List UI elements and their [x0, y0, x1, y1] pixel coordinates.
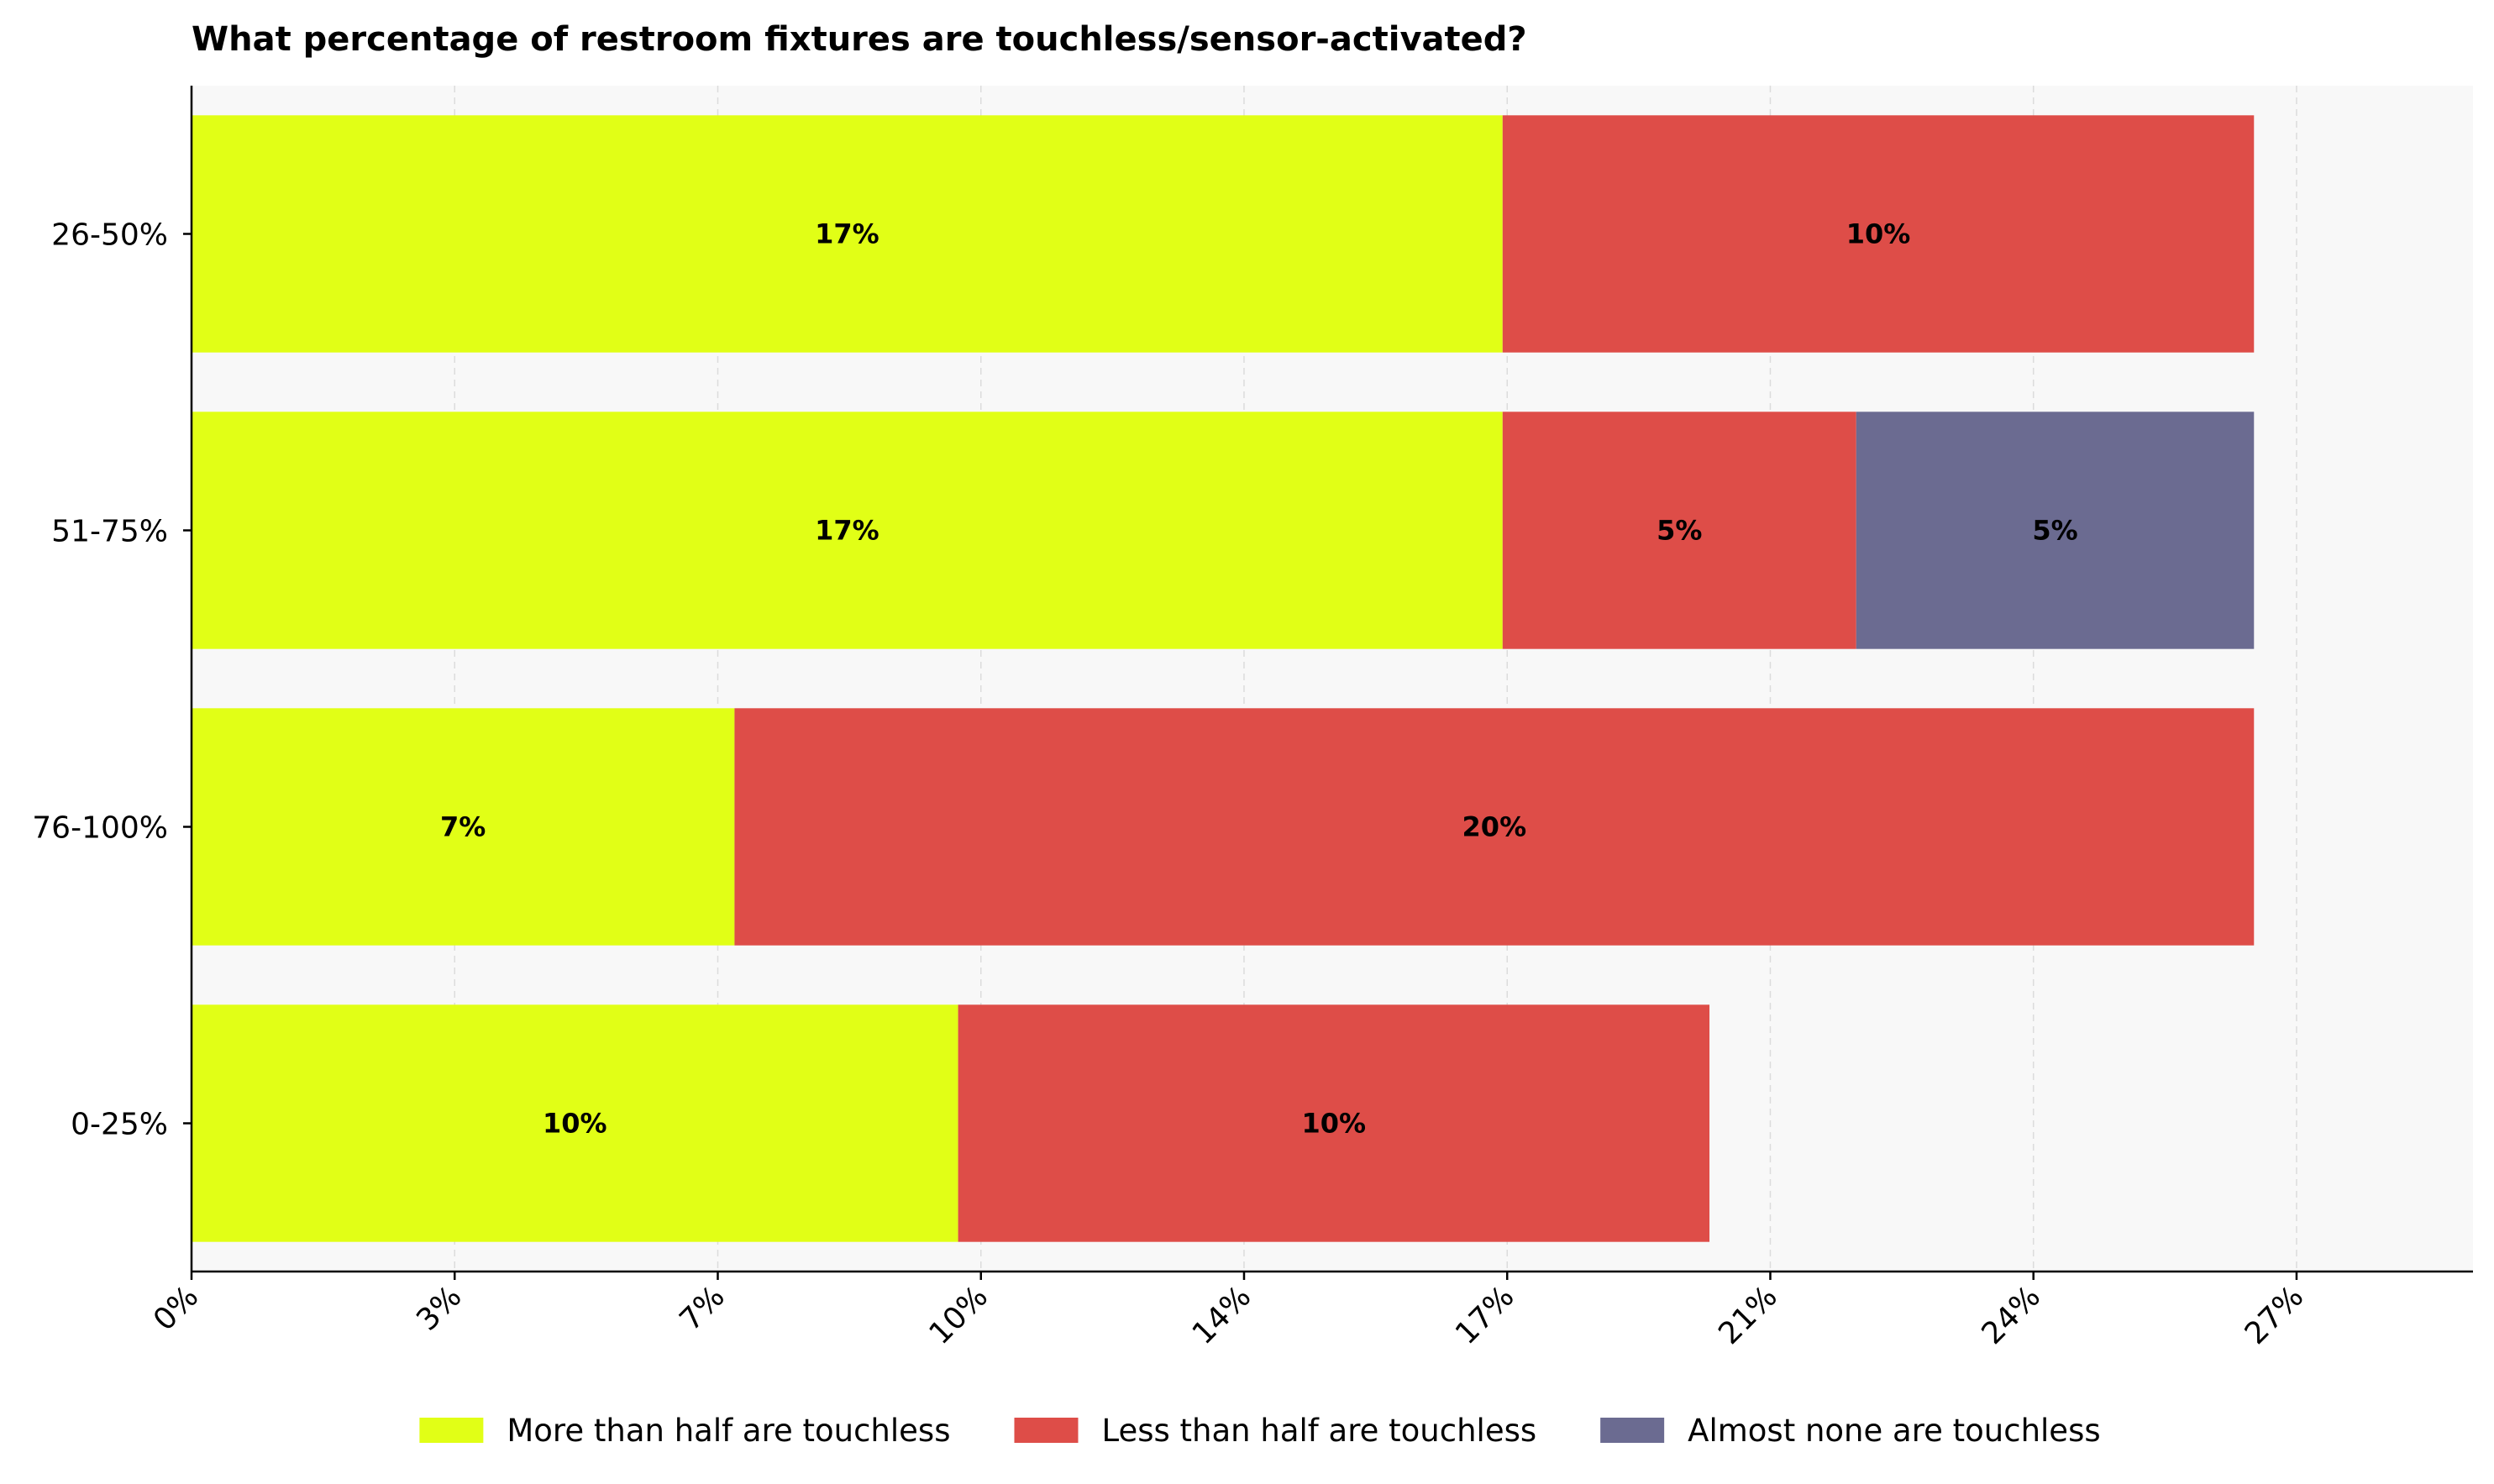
legend-swatch	[1600, 1418, 1665, 1443]
x-tick-label: 14%	[1186, 1279, 1258, 1351]
legend-swatch	[419, 1418, 484, 1443]
x-tick-label: 17%	[1449, 1279, 1521, 1351]
bar-segment	[192, 115, 1503, 353]
x-tick-label: 21%	[1712, 1279, 1784, 1351]
bar-segment	[958, 1004, 1710, 1242]
legend-label: Almost none are touchless	[1688, 1413, 2100, 1449]
legend-swatch	[1014, 1418, 1079, 1443]
bar-value-label: 17%	[815, 218, 879, 250]
bar-value-label: 5%	[2032, 515, 2077, 547]
legend-item: Less than half are touchless	[1014, 1413, 1536, 1449]
bars	[192, 115, 2255, 1242]
bar-value-label: 10%	[543, 1108, 607, 1140]
bar-segment	[192, 1004, 958, 1242]
y-tick-label: 0-25%	[71, 1108, 168, 1142]
legend-item: Almost none are touchless	[1600, 1413, 2101, 1449]
bar-segment	[192, 412, 1503, 649]
bar-value-label: 20%	[1462, 811, 1527, 843]
bar-segment	[734, 708, 2255, 946]
legend: More than half are touchless Less than ha…	[419, 1413, 2101, 1449]
bar-value-label: 5%	[1657, 515, 1702, 547]
x-tick-label: 27%	[2239, 1279, 2311, 1351]
bar-value-label: 10%	[1302, 1108, 1367, 1140]
legend-label: Less than half are touchless	[1101, 1413, 1536, 1449]
y-axis-ticks: 26-50% 51-75% 76-100% 0-25%	[32, 218, 192, 1142]
y-tick-label: 26-50%	[51, 218, 168, 253]
bar-value-label: 10%	[1846, 218, 1911, 250]
bar-segment	[1502, 115, 2255, 353]
x-axis-ticks: 0% 3% 7% 10% 14% 17% 21% 24% 27%	[147, 1272, 2310, 1351]
legend-label: More than half are touchless	[507, 1413, 950, 1449]
legend-item: More than half are touchless	[419, 1413, 950, 1449]
bar-value-label: 7%	[440, 811, 486, 843]
y-tick-label: 76-100%	[32, 811, 168, 846]
x-tick-label: 3%	[410, 1279, 468, 1337]
x-tick-label: 0%	[147, 1279, 205, 1337]
x-tick-label: 7%	[673, 1279, 731, 1337]
chart-title: What percentage of restroom fixtures are…	[192, 20, 1527, 59]
y-tick-label: 51-75%	[51, 515, 168, 549]
bar-segment	[1502, 412, 1856, 649]
bar-value-label: 17%	[815, 515, 879, 547]
x-tick-label: 24%	[1976, 1279, 2048, 1351]
bar-segment	[1856, 412, 2255, 649]
bar-labels: 17% 10% 17% 5% 5% 7% 20% 10% 10%	[440, 218, 2078, 1140]
bar-segment	[192, 708, 735, 946]
x-tick-label: 10%	[923, 1279, 995, 1351]
